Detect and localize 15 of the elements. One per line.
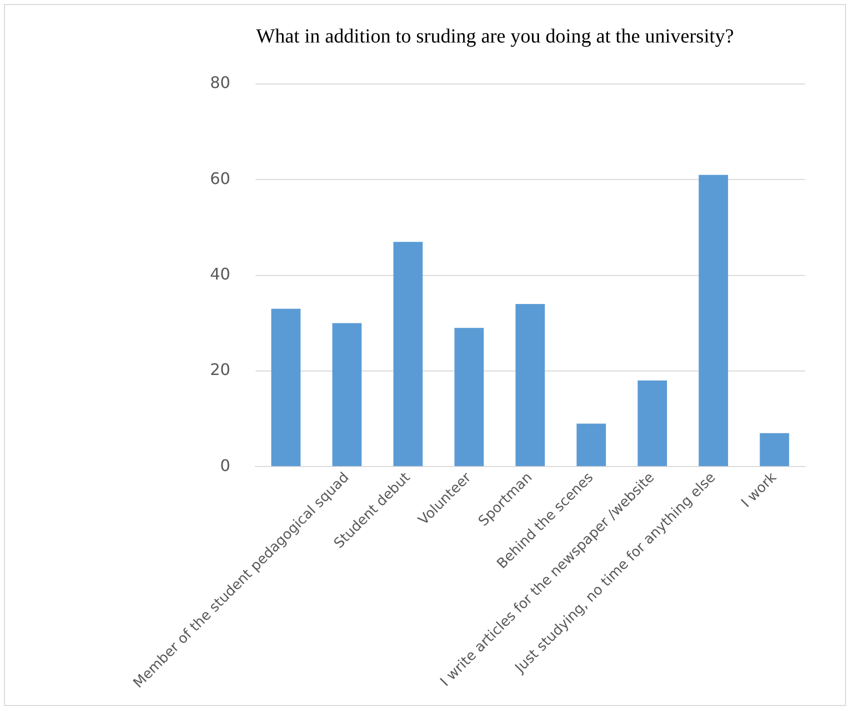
y-tick-label: 80: [210, 73, 230, 92]
bar: [698, 174, 728, 466]
bar: [576, 424, 606, 466]
bar: [760, 433, 790, 466]
bar: [516, 304, 545, 466]
bar: [393, 242, 423, 466]
y-tick-label: 20: [210, 360, 230, 380]
bar: [638, 380, 667, 466]
chart-title: What in addition to sruding are you doing at the university?: [256, 25, 734, 48]
y-tick-label: 40: [210, 264, 230, 284]
y-tick-label: 0: [220, 456, 230, 475]
bar: [271, 308, 301, 466]
bar: [454, 328, 484, 466]
y-tick-label: 60: [210, 168, 230, 188]
bar: [332, 323, 362, 466]
